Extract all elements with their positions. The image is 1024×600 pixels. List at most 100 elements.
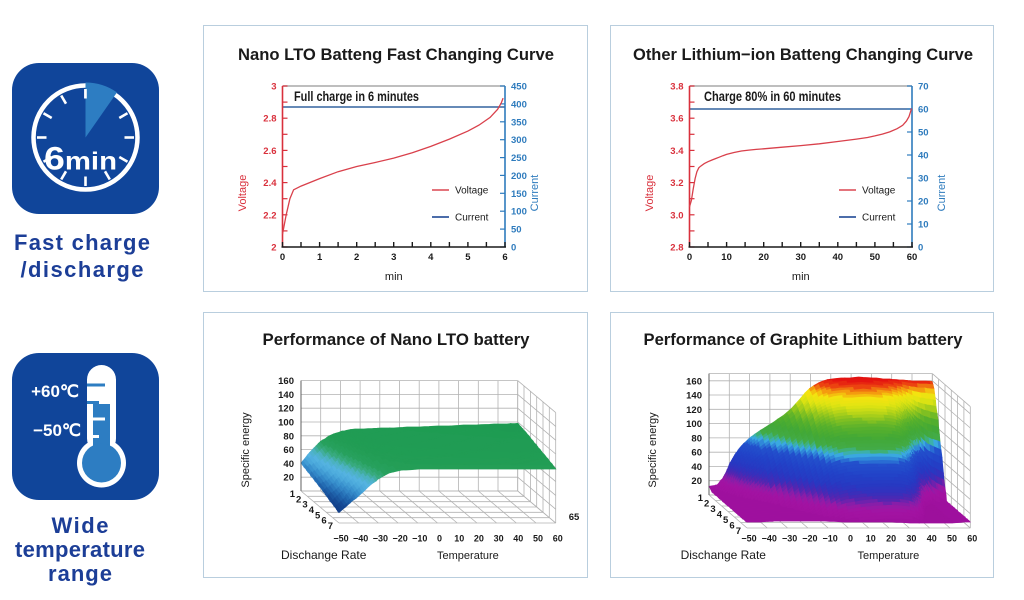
svg-text:20: 20 xyxy=(918,197,929,208)
svg-text:250: 250 xyxy=(511,153,527,164)
svg-text:1: 1 xyxy=(698,493,704,504)
svg-text:3.4: 3.4 xyxy=(670,146,684,157)
svg-text:0: 0 xyxy=(687,252,692,263)
svg-text:Dischange Rate: Dischange Rate xyxy=(681,548,767,562)
svg-text:50: 50 xyxy=(870,252,881,263)
svg-text:0: 0 xyxy=(437,534,442,544)
svg-text:10: 10 xyxy=(918,220,929,231)
svg-text:140: 140 xyxy=(686,391,702,402)
svg-text:3: 3 xyxy=(302,500,307,511)
svg-text:−30: −30 xyxy=(782,534,797,544)
svg-text:10: 10 xyxy=(866,534,876,544)
svg-text:30: 30 xyxy=(906,534,916,544)
svg-text:−40: −40 xyxy=(762,534,777,544)
svg-text:2.8: 2.8 xyxy=(670,243,683,254)
svg-text:65: 65 xyxy=(569,512,580,523)
svg-text:1: 1 xyxy=(317,252,323,263)
svg-text:Temperature: Temperature xyxy=(437,550,499,562)
svg-text:Voltage: Voltage xyxy=(644,175,656,212)
svg-text:−40: −40 xyxy=(353,534,368,544)
svg-text:Performance of Graphite Lithiu: Performance of Graphite Lithium battery xyxy=(644,330,964,349)
svg-text:60: 60 xyxy=(283,445,294,456)
svg-text:3: 3 xyxy=(391,252,396,263)
svg-text:140: 140 xyxy=(278,390,294,401)
svg-text:3: 3 xyxy=(271,82,276,93)
svg-text:40: 40 xyxy=(283,459,294,470)
svg-text:temperature: temperature xyxy=(15,537,145,562)
svg-text:350: 350 xyxy=(511,117,527,128)
svg-text:200: 200 xyxy=(511,171,527,182)
svg-text:20: 20 xyxy=(886,534,896,544)
svg-text:Current: Current xyxy=(529,175,541,212)
svg-text:10: 10 xyxy=(454,534,464,544)
svg-text:Other Lithium−ion Batteng Chan: Other Lithium−ion Batteng Changing Curve xyxy=(633,45,973,64)
svg-text:Temperature: Temperature xyxy=(858,550,920,562)
svg-text:3.0: 3.0 xyxy=(670,210,683,221)
svg-text:3.2: 3.2 xyxy=(670,178,683,189)
svg-text:−50: −50 xyxy=(333,534,348,544)
svg-text:20: 20 xyxy=(758,252,769,263)
svg-text:0: 0 xyxy=(848,534,853,544)
svg-text:80: 80 xyxy=(691,433,702,444)
svg-text:50: 50 xyxy=(918,128,929,139)
svg-text:−20: −20 xyxy=(802,534,817,544)
svg-text:20: 20 xyxy=(283,473,294,484)
svg-text:Nano LTO Batteng Fast Changing: Nano LTO Batteng Fast Changing Curve xyxy=(238,45,554,64)
svg-text:0: 0 xyxy=(280,252,285,263)
svg-text:120: 120 xyxy=(278,404,294,415)
svg-text:60: 60 xyxy=(553,534,563,544)
svg-text:60: 60 xyxy=(907,252,918,263)
svg-text:60: 60 xyxy=(691,448,702,459)
svg-text:5: 5 xyxy=(465,252,471,263)
svg-text:3: 3 xyxy=(710,504,715,515)
svg-text:70: 70 xyxy=(918,82,929,93)
svg-text:min: min xyxy=(385,271,403,283)
svg-text:100: 100 xyxy=(511,207,527,218)
svg-text:40: 40 xyxy=(927,534,937,544)
svg-text:−10: −10 xyxy=(823,534,838,544)
svg-text:2: 2 xyxy=(271,243,276,254)
svg-text:0: 0 xyxy=(918,243,923,254)
svg-text:7: 7 xyxy=(328,521,333,532)
svg-text:1: 1 xyxy=(290,489,296,500)
svg-text:10: 10 xyxy=(721,252,732,263)
svg-text:6: 6 xyxy=(502,252,507,263)
svg-text:50: 50 xyxy=(511,225,522,236)
svg-text:3.6: 3.6 xyxy=(670,114,683,125)
svg-text:2: 2 xyxy=(296,494,301,505)
svg-text:−30: −30 xyxy=(373,534,388,544)
svg-text:4: 4 xyxy=(309,505,315,516)
svg-text:−50: −50 xyxy=(741,534,756,544)
svg-text:4: 4 xyxy=(717,510,723,521)
svg-text:0: 0 xyxy=(511,243,516,254)
svg-text:160: 160 xyxy=(686,376,702,387)
svg-text:Current: Current xyxy=(936,175,948,212)
svg-text:450: 450 xyxy=(511,82,527,93)
svg-text:min: min xyxy=(792,271,810,283)
svg-text:2: 2 xyxy=(354,252,359,263)
svg-text:Specific energy: Specific energy xyxy=(647,412,659,488)
svg-text:100: 100 xyxy=(686,419,702,430)
svg-text:30: 30 xyxy=(494,534,504,544)
svg-text:30: 30 xyxy=(918,174,929,185)
svg-text:160: 160 xyxy=(278,376,294,387)
svg-text:2: 2 xyxy=(704,499,709,510)
svg-text:400: 400 xyxy=(511,99,527,110)
svg-text:Wide: Wide xyxy=(52,513,109,538)
svg-text:Current: Current xyxy=(455,213,489,224)
svg-text:60: 60 xyxy=(918,105,929,116)
svg-text:60: 60 xyxy=(967,534,977,544)
svg-text:2.2: 2.2 xyxy=(263,210,276,221)
svg-text:100: 100 xyxy=(278,418,294,429)
svg-text:3.8: 3.8 xyxy=(670,82,683,93)
svg-text:120: 120 xyxy=(686,405,702,416)
svg-text:range: range xyxy=(48,561,112,586)
svg-text:−10: −10 xyxy=(412,534,427,544)
svg-text:Voltage: Voltage xyxy=(455,186,489,197)
svg-text:+60℃: +60℃ xyxy=(31,382,79,401)
svg-text:300: 300 xyxy=(511,135,527,146)
svg-text:50: 50 xyxy=(533,534,543,544)
svg-text:6: 6 xyxy=(321,516,326,527)
svg-text:150: 150 xyxy=(511,189,527,200)
